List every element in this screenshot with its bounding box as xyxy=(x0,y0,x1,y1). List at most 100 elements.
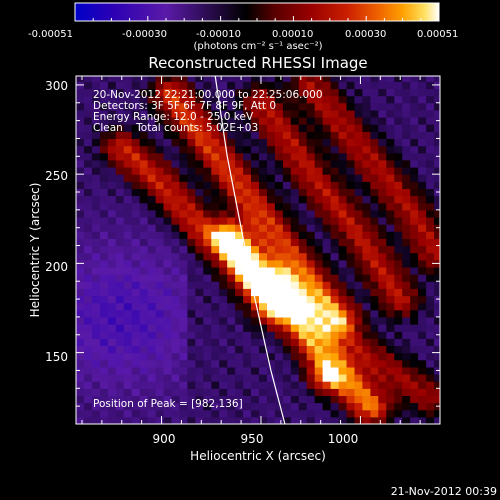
heatmap-cell xyxy=(346,181,356,189)
heatmap-cell xyxy=(84,252,93,261)
heatmap-cell xyxy=(354,209,364,218)
heatmap-cell xyxy=(203,302,212,311)
heatmap-cell xyxy=(115,138,125,147)
heatmap-cell xyxy=(131,324,141,332)
heatmap-cell xyxy=(139,366,149,375)
heatmap-cell xyxy=(338,95,348,104)
heatmap-cell xyxy=(426,195,435,204)
heatmap-cell xyxy=(131,309,141,318)
heatmap-cell xyxy=(187,188,196,197)
heatmap-cell xyxy=(251,95,260,104)
heatmap-cell xyxy=(362,252,371,261)
heatmap-cell xyxy=(282,238,292,247)
heatmap-cell xyxy=(123,238,133,247)
heatmap-cell xyxy=(195,231,204,239)
heatmap-cell xyxy=(211,295,220,304)
heatmap-cell xyxy=(123,159,133,168)
heatmap-cell xyxy=(306,416,316,424)
heatmap-cell xyxy=(179,174,188,182)
heatmap-cell xyxy=(243,145,252,154)
heatmap-cell xyxy=(354,352,364,361)
heatmap-cell xyxy=(434,76,440,82)
heatmap-cell xyxy=(171,259,181,268)
heatmap-cell xyxy=(434,167,440,175)
heatmap-cell xyxy=(330,366,340,375)
heatmap-cell xyxy=(227,366,236,375)
heatmap-cell xyxy=(235,231,244,239)
heatmap-cell xyxy=(378,159,387,168)
heatmap-cell xyxy=(123,231,133,239)
heatmap-cell xyxy=(139,316,149,325)
heatmap-cell xyxy=(338,402,348,411)
heatmap-cell xyxy=(91,202,101,211)
heatmap-cell xyxy=(123,76,133,82)
heatmap-cell xyxy=(306,95,316,104)
heatmap-cell xyxy=(362,352,371,361)
heatmap-cell xyxy=(107,388,117,396)
heatmap-cell xyxy=(235,381,244,389)
heatmap-cell xyxy=(402,109,411,118)
heatmap-cell xyxy=(84,209,93,218)
heatmap-cell xyxy=(298,345,308,354)
heatmap-cell xyxy=(219,81,228,90)
heatmap-cell xyxy=(418,331,427,339)
heatmap-cell xyxy=(235,302,244,311)
heatmap-cell xyxy=(394,195,403,204)
heatmap-cell xyxy=(99,395,109,404)
heatmap-cell xyxy=(346,81,356,90)
heatmap-cell xyxy=(386,295,395,304)
heatmap-cell xyxy=(99,131,109,139)
heatmap-cell xyxy=(354,324,364,332)
heatmap-cell xyxy=(187,274,196,282)
heatmap-cell xyxy=(418,402,427,411)
x-tick-label: 900 xyxy=(153,432,176,446)
heatmap-cell xyxy=(402,295,411,304)
heatmap-cell xyxy=(426,167,435,175)
colorbar: -0.00051 -0.00030 -0.00010 0.00010 0.000… xyxy=(28,2,458,52)
heatmap-cell xyxy=(410,281,419,289)
heatmap-cell xyxy=(251,388,260,396)
heatmap-cell xyxy=(402,224,411,232)
heatmap-cell xyxy=(434,381,440,389)
heatmap-cell xyxy=(107,352,117,361)
heatmap-cell xyxy=(402,288,411,297)
heatmap-cell xyxy=(163,95,173,104)
heatmap-cell xyxy=(274,331,284,339)
heatmap-cell xyxy=(187,345,196,354)
heatmap-cell xyxy=(306,316,316,325)
heatmap-cell xyxy=(155,267,165,275)
heatmap-cell xyxy=(123,117,133,125)
heatmap-cell xyxy=(314,388,324,396)
heatmap-cell xyxy=(147,324,157,332)
heatmap-cell xyxy=(251,102,260,111)
heatmap-cell xyxy=(84,195,93,204)
heatmap-cell xyxy=(282,252,292,261)
heatmap-cell xyxy=(76,352,85,361)
heatmap-cell xyxy=(290,324,300,332)
heatmap-cell xyxy=(274,359,284,368)
heatmap-cell xyxy=(322,366,332,375)
heatmap-cell xyxy=(267,217,276,225)
heatmap-cell xyxy=(259,174,268,182)
heatmap-cell xyxy=(123,167,133,175)
heatmap-cell xyxy=(155,302,165,311)
heatmap-cell xyxy=(139,295,149,304)
heatmap-cell xyxy=(418,359,427,368)
heatmap-cell xyxy=(362,202,371,211)
heatmap-cell xyxy=(107,138,117,147)
heatmap-cell xyxy=(394,359,403,368)
heatmap-cell xyxy=(370,374,379,382)
heatmap-cell xyxy=(195,131,204,139)
heatmap-cell xyxy=(378,252,387,261)
heatmap-cell xyxy=(235,202,244,211)
heatmap-cell xyxy=(123,309,133,318)
heatmap-cell xyxy=(84,316,93,325)
heatmap-cell xyxy=(235,224,244,232)
heatmap-cell xyxy=(211,217,220,225)
heatmap-cell xyxy=(402,159,411,168)
heatmap-cell xyxy=(267,88,276,97)
heatmap-cell xyxy=(99,324,109,332)
heatmap-cell xyxy=(139,174,149,182)
heatmap-cell xyxy=(211,81,220,90)
heatmap-cell xyxy=(370,416,379,424)
